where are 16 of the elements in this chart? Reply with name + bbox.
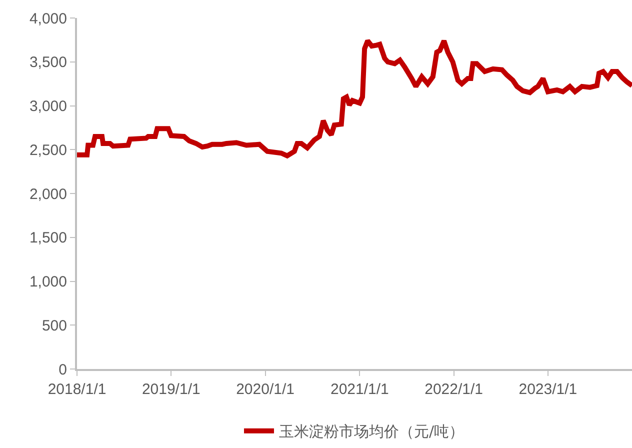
x-tick-label: 2020/1/1 [236, 381, 294, 398]
y-tick-label: 1,500 [29, 230, 67, 247]
x-tick-label: 2022/1/1 [424, 381, 483, 398]
x-tick-label: 2019/1/1 [142, 381, 200, 398]
y-tick-label: 2,000 [29, 186, 67, 203]
x-tick-label: 2021/1/1 [330, 381, 389, 398]
y-tick-label: 1,000 [29, 274, 67, 290]
x-tick-label: 2023/1/1 [518, 381, 578, 398]
y-tick-label: 500 [42, 317, 67, 334]
y-tick-label: 3,000 [29, 98, 67, 115]
y-tick-label: 0 [58, 361, 67, 378]
y-tick-label: 4,000 [29, 10, 67, 28]
legend-label: 玉米淀粉市场均价（元/吨） [279, 422, 464, 441]
y-tick-label: 2,500 [29, 142, 67, 159]
y-tick-label: 3,500 [29, 54, 67, 72]
x-tick-label: 2018/1/1 [48, 381, 106, 398]
